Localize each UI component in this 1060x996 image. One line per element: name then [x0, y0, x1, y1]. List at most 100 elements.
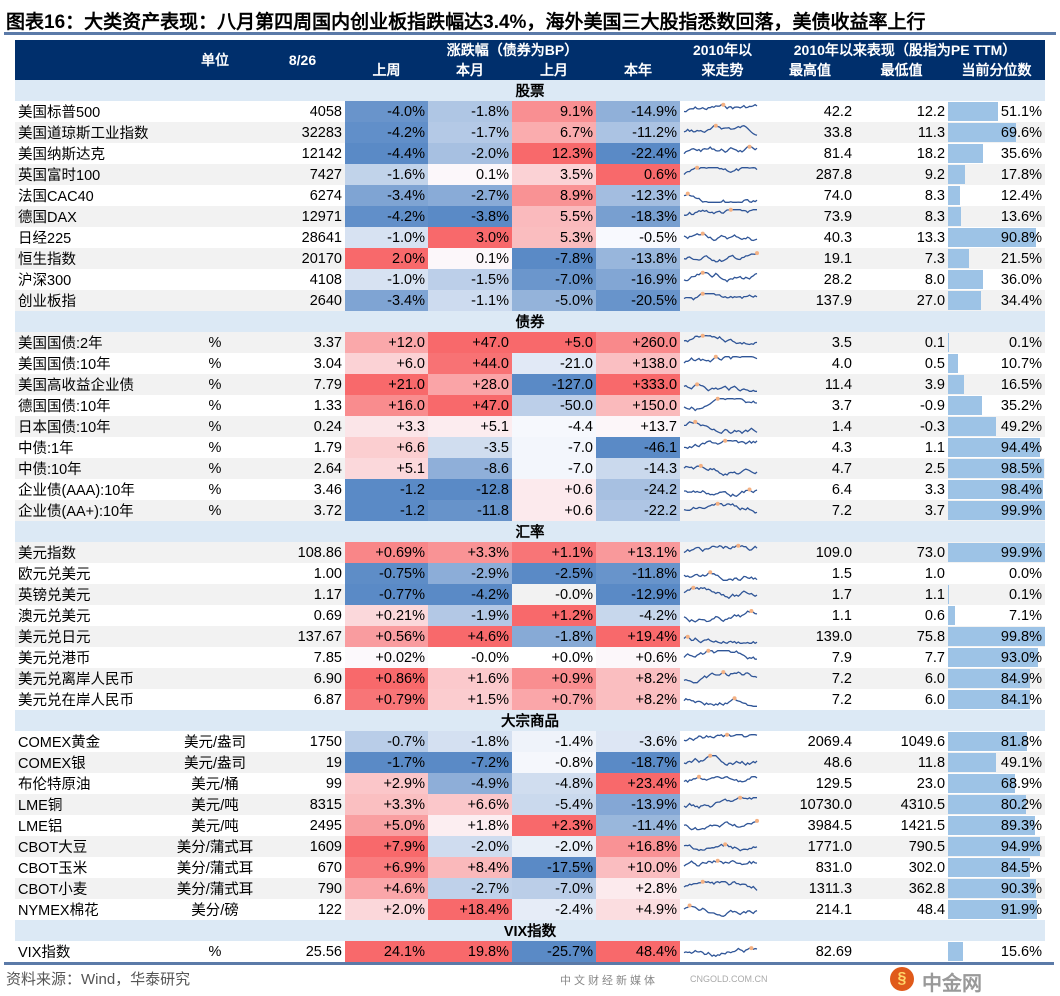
sparkline-path — [684, 384, 757, 391]
sparkline-max-marker — [693, 420, 697, 424]
percentile: 89.3% — [948, 815, 1045, 836]
change-ytd: +13.7 — [596, 416, 680, 437]
percentile: 0.0% — [948, 563, 1045, 584]
asset-name: 美国高收益企业债 — [15, 374, 170, 395]
percentile: 93.0% — [948, 647, 1045, 668]
change-last-month: -1.8% — [512, 626, 596, 647]
sparkline-max-marker — [721, 670, 725, 674]
change-week: +6.0 — [345, 353, 428, 374]
percentile: 94.4% — [948, 437, 1045, 458]
section-header: VIX指数 — [15, 920, 1045, 941]
asset-name: COMEX银 — [15, 752, 170, 773]
low-value: 12.2 — [855, 101, 948, 122]
change-week: -1.0% — [345, 269, 428, 290]
change-ytd: -24.2 — [596, 479, 680, 500]
change-ytd: +4.9% — [596, 899, 680, 920]
percentile-value: 34.4% — [1001, 293, 1042, 309]
high-value: 7.2 — [765, 668, 855, 689]
high-value: 10730.0 — [765, 794, 855, 815]
unit: 美元/吨 — [170, 815, 260, 836]
low-value: 13.3 — [855, 227, 948, 248]
asset-name: 创业板指 — [15, 290, 170, 311]
trend-sparkline — [680, 185, 765, 206]
sparkline-path — [684, 882, 757, 891]
asset-name: 英镑兑美元 — [15, 584, 170, 605]
asset-name: 日经225 — [15, 227, 170, 248]
percentile-value: 15.6% — [1001, 944, 1042, 960]
change-last-month: 3.5% — [512, 164, 596, 185]
high-value: 6.4 — [765, 479, 855, 500]
change-ytd: -12.9% — [596, 584, 680, 605]
change-week: +0.21% — [345, 605, 428, 626]
change-month: -4.9% — [428, 773, 512, 794]
percentile: 12.4% — [948, 185, 1045, 206]
asset-name: 德国国债:10年 — [15, 395, 170, 416]
percentile: 49.1% — [948, 752, 1045, 773]
unit — [170, 269, 260, 290]
latest-value: 1.00 — [260, 563, 345, 584]
sparkline-path — [684, 735, 757, 741]
asset-name: CBOT玉米 — [15, 857, 170, 878]
section-title: VIX指数 — [15, 920, 1045, 941]
trend-sparkline — [680, 353, 765, 374]
percentile: 99.9% — [948, 542, 1045, 563]
percentile-value: 10.7% — [1001, 356, 1042, 372]
header-change-group: 涨跌幅（债券为BP） — [345, 40, 680, 60]
asset-performance-table: 单位 8/26 涨跌幅（债券为BP） 2010年以 2010年以来表现（股指为P… — [15, 40, 1045, 962]
asset-name: LME铝 — [15, 815, 170, 836]
asset-name: 日本国债:10年 — [15, 416, 170, 437]
low-value: 27.0 — [855, 290, 948, 311]
high-value: 81.4 — [765, 143, 855, 164]
high-value: 1311.3 — [765, 878, 855, 899]
unit: % — [170, 395, 260, 416]
change-last-month: 8.9% — [512, 185, 596, 206]
unit — [170, 206, 260, 227]
low-value: 0.6 — [855, 605, 948, 626]
percentile-value: 84.5% — [1001, 860, 1042, 876]
change-ytd: -18.3% — [596, 206, 680, 227]
change-week: 2.0% — [345, 248, 428, 269]
high-value: 73.9 — [765, 206, 855, 227]
section-header: 汇率 — [15, 521, 1045, 542]
change-last-month: -5.0% — [512, 290, 596, 311]
header-date: 8/26 — [260, 40, 345, 80]
sparkline-max-marker — [723, 439, 727, 443]
change-month: +4.6% — [428, 626, 512, 647]
bottom-divider — [4, 962, 1054, 965]
low-value: 4310.5 — [855, 794, 948, 815]
change-week: +4.6% — [345, 878, 428, 899]
change-week: 24.1% — [345, 941, 428, 962]
source-note: 资料来源：Wind，华泰研究 — [6, 968, 190, 989]
percentile: 7.1% — [948, 605, 1045, 626]
asset-name: 中债:10年 — [15, 458, 170, 479]
asset-name: 英国富时100 — [15, 164, 170, 185]
trend-sparkline — [680, 164, 765, 185]
low-value: 7.3 — [855, 248, 948, 269]
asset-name: 澳元兑美元 — [15, 605, 170, 626]
change-last-month: -127.0 — [512, 374, 596, 395]
unit: 美元/吨 — [170, 794, 260, 815]
high-value: 1.4 — [765, 416, 855, 437]
change-last-month: -7.0% — [512, 269, 596, 290]
sparkline-path — [684, 126, 757, 136]
percentile-value: 68.9% — [1001, 776, 1042, 792]
sparkline-path — [684, 441, 757, 449]
trend-sparkline — [680, 584, 765, 605]
latest-value: 12142 — [260, 143, 345, 164]
percentile-value: 90.3% — [1001, 881, 1042, 897]
asset-name: LME铜 — [15, 794, 170, 815]
change-week: -0.7% — [345, 731, 428, 752]
percentile-value: 99.8% — [1001, 629, 1042, 645]
change-month: -12.8 — [428, 479, 512, 500]
header-ytd: 本年 — [596, 60, 680, 80]
high-value: 2069.4 — [765, 731, 855, 752]
low-value: 6.0 — [855, 689, 948, 710]
trend-sparkline — [680, 878, 765, 899]
percentile-value: 0.1% — [1009, 335, 1042, 351]
